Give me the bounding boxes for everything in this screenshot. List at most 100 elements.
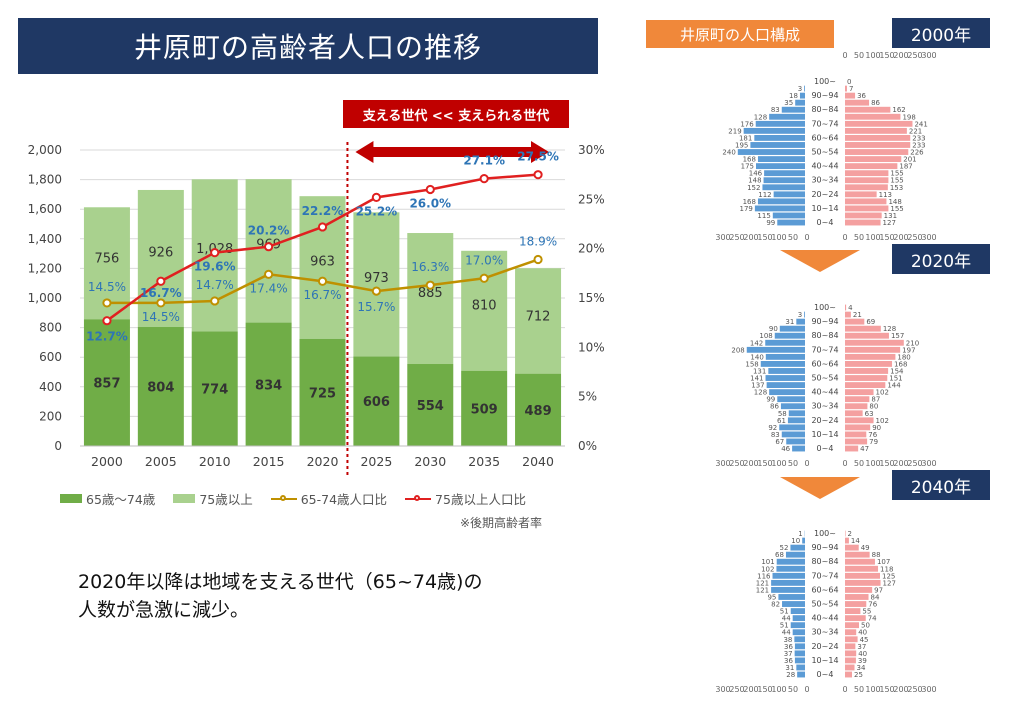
female-bar bbox=[845, 121, 912, 127]
female-bar bbox=[845, 643, 855, 649]
line-75-ratio-marker bbox=[373, 194, 380, 201]
female-bar bbox=[845, 396, 869, 402]
female-value-label: 49 bbox=[861, 544, 870, 552]
y-left-tick-label: 400 bbox=[39, 380, 62, 394]
x-tick-label: 2040 bbox=[522, 454, 554, 469]
male-bar bbox=[780, 326, 805, 332]
male-bar bbox=[791, 608, 805, 614]
pct-label-75-plus: 16.7% bbox=[140, 286, 182, 300]
male-value-label: 46 bbox=[781, 445, 790, 453]
y-left-tick-label: 1,600 bbox=[28, 202, 62, 216]
x-tick-label: 2000 bbox=[91, 454, 123, 469]
age-group-label: 50~54 bbox=[811, 600, 838, 609]
pyramid-bottom-tick: 300 bbox=[715, 233, 730, 242]
pct-label-65-74: 15.7% bbox=[357, 300, 395, 314]
pyramid-2020: 100~90~9480~8470~7460~6450~5440~4430~342… bbox=[640, 276, 1010, 486]
legend-swatch-light-green bbox=[173, 494, 195, 503]
female-value-label: 144 bbox=[887, 382, 901, 390]
female-bar bbox=[845, 326, 881, 332]
x-tick-label: 2020 bbox=[307, 454, 339, 469]
bar-value-label-65-74: 857 bbox=[93, 377, 120, 392]
male-value-label: 28 bbox=[786, 671, 795, 679]
female-bar bbox=[845, 658, 856, 664]
pyramid-bottom-tick: 50 bbox=[854, 685, 864, 694]
pyramid-bottom-tick: 300 bbox=[921, 233, 936, 242]
female-bar bbox=[845, 135, 910, 141]
x-tick-label: 2015 bbox=[253, 454, 285, 469]
female-value-label: 47 bbox=[860, 445, 869, 453]
male-bar bbox=[778, 594, 805, 600]
y-right-tick-label: 10% bbox=[578, 340, 605, 354]
female-value-label: 86 bbox=[871, 99, 880, 107]
legend-label-75-plus: 75歳以上 bbox=[199, 489, 252, 508]
x-tick-label: 2010 bbox=[199, 454, 231, 469]
male-value-label: 3 bbox=[798, 85, 802, 93]
legend-item-65-74: 65歳～74歳 bbox=[60, 489, 155, 508]
y-left-tick-label: 1,400 bbox=[28, 232, 62, 246]
female-bar bbox=[845, 206, 888, 212]
y-left-tick-label: 600 bbox=[39, 350, 62, 364]
legend-swatch-dark-green bbox=[60, 494, 82, 503]
y-right-tick-label: 5% bbox=[578, 390, 597, 404]
female-bar bbox=[845, 672, 852, 678]
age-group-label: 70~74 bbox=[811, 345, 838, 354]
age-group-label: 60~64 bbox=[811, 359, 838, 368]
pyramid-bottom-tick: 300 bbox=[921, 459, 936, 468]
y-right-tick-label: 30% bbox=[578, 143, 605, 157]
female-bar bbox=[845, 417, 874, 423]
pyramid-bottom-tick: 200 bbox=[893, 685, 908, 694]
y-left-tick-label: 1,800 bbox=[28, 173, 62, 187]
pyramid-bottom-tick: 150 bbox=[879, 459, 894, 468]
male-value-label: 10 bbox=[791, 537, 800, 545]
pyramid-bottom-tick: 50 bbox=[854, 233, 864, 242]
female-bar bbox=[845, 403, 867, 409]
x-tick-label: 2035 bbox=[468, 454, 500, 469]
female-bar bbox=[845, 198, 886, 204]
male-bar bbox=[758, 198, 805, 204]
line-75-ratio-marker bbox=[319, 223, 326, 230]
female-bar bbox=[845, 333, 889, 339]
male-bar bbox=[756, 163, 805, 169]
pct-label-65-74: 16.7% bbox=[303, 288, 341, 302]
female-bar bbox=[845, 580, 881, 586]
pyramid-bottom-tick: 150 bbox=[757, 459, 772, 468]
y-left-tick-label: 1,000 bbox=[28, 291, 62, 305]
male-bar bbox=[804, 86, 805, 92]
female-bar bbox=[845, 149, 908, 155]
female-bar bbox=[845, 107, 890, 113]
male-bar bbox=[747, 347, 805, 353]
pyramid-bottom-tick: 150 bbox=[879, 685, 894, 694]
pct-label-65-74: 14.5% bbox=[142, 310, 180, 324]
legend-swatch-gold-line bbox=[271, 493, 297, 505]
age-group-label: 30~34 bbox=[811, 628, 838, 637]
pyramid-bottom-tick: 50 bbox=[788, 233, 798, 242]
female-value-label: 25 bbox=[854, 671, 863, 679]
female-bar bbox=[845, 622, 859, 628]
y-left-tick-label: 200 bbox=[39, 409, 62, 423]
line-75-ratio-marker bbox=[481, 175, 488, 182]
male-bar bbox=[769, 114, 805, 120]
pct-label-65-74: 17.4% bbox=[250, 281, 288, 295]
female-bar bbox=[845, 86, 847, 92]
pyramid-bottom-tick: 0 bbox=[804, 233, 809, 242]
male-bar bbox=[786, 552, 805, 558]
female-bar bbox=[845, 163, 897, 169]
line-65-74-ratio-marker bbox=[265, 271, 272, 278]
male-bar bbox=[776, 566, 805, 572]
female-bar bbox=[845, 368, 888, 374]
male-bar bbox=[792, 446, 805, 452]
line-75-ratio-marker bbox=[427, 186, 434, 193]
male-bar bbox=[796, 665, 805, 671]
line-75-ratio-marker bbox=[157, 278, 164, 285]
age-group-label: 70~74 bbox=[811, 571, 838, 580]
male-bar bbox=[790, 545, 805, 551]
legend-label-75-ratio: 75歳以上人口比 bbox=[435, 489, 526, 508]
pct-label-75-plus: 26.0% bbox=[409, 196, 451, 210]
age-group-label: 20~24 bbox=[811, 416, 838, 425]
pyramid-bottom-tick: 0 bbox=[842, 685, 847, 694]
age-group-label: 60~64 bbox=[811, 585, 838, 594]
male-bar bbox=[764, 177, 805, 183]
bar-value-label-65-74: 834 bbox=[255, 378, 282, 393]
female-bar bbox=[845, 142, 910, 148]
male-bar bbox=[762, 184, 805, 190]
